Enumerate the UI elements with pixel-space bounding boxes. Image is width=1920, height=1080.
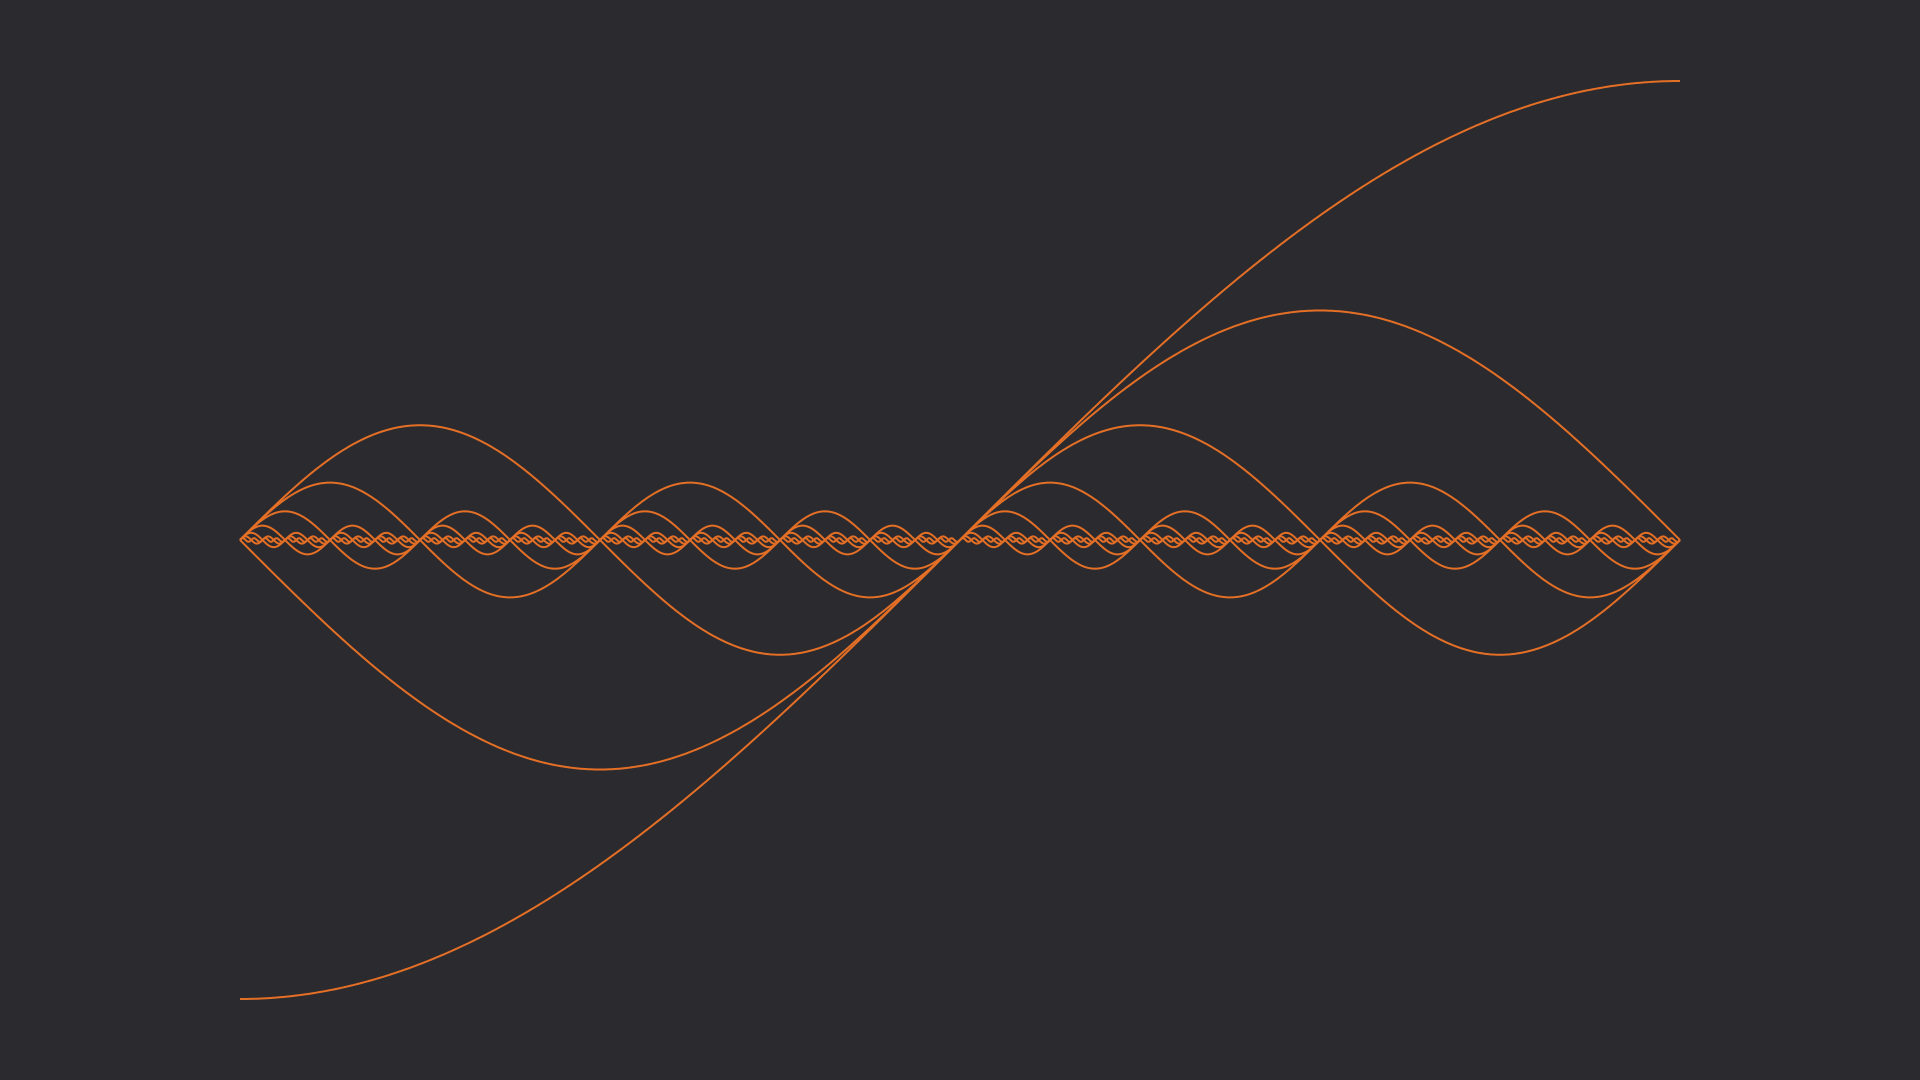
wave (239, 537, 1681, 543)
